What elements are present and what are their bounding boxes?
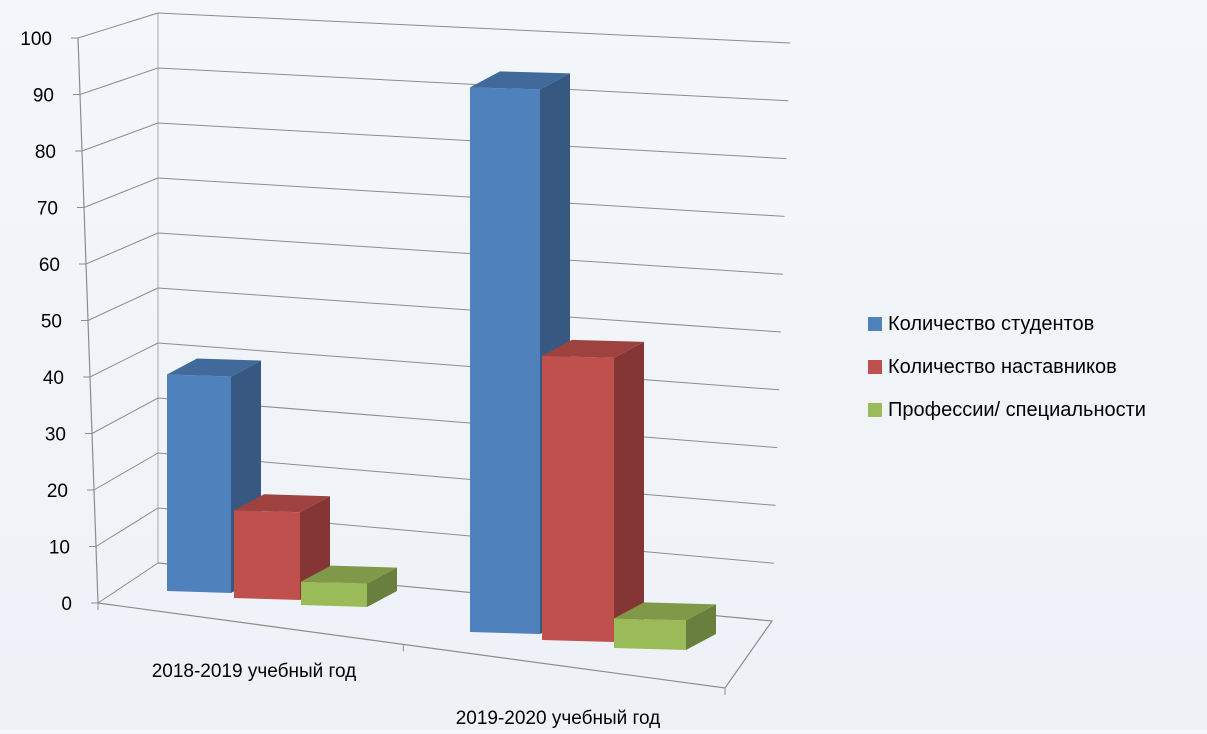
legend-label: Количество наставников — [888, 356, 1117, 378]
side-gridline — [83, 177, 159, 208]
y-tick-label: 80 — [35, 142, 56, 163]
legend-label: Количество студентов — [888, 313, 1094, 335]
gridlines — [71, 12, 791, 695]
back-gridline — [157, 342, 780, 391]
bar — [542, 339, 644, 642]
bars-layer — [167, 71, 716, 650]
bar-front-face — [542, 355, 614, 642]
side-gridline — [89, 342, 159, 378]
floor-outline — [97, 562, 774, 689]
back-gridline — [157, 287, 782, 333]
legend: Количество студентов Количество наставник… — [868, 313, 1146, 421]
bar-top-face — [167, 358, 261, 377]
bar-top-face — [542, 339, 644, 358]
bar-front-face — [470, 87, 540, 635]
y-tick-label: 100 — [20, 29, 52, 50]
side-gridline — [91, 397, 159, 434]
y-tick-label: 30 — [45, 425, 66, 446]
side-gridline — [79, 67, 159, 95]
x-category-label: 2019-2020 учебный год — [456, 708, 661, 729]
bar — [301, 565, 397, 607]
x-category-label: 2018-2019 учебный год — [152, 661, 357, 682]
side-gridline — [95, 507, 159, 547]
y-tick-label: 90 — [33, 86, 54, 107]
bar-side-face — [367, 567, 397, 607]
bar-side-face — [614, 341, 644, 642]
bar-top-face — [614, 602, 716, 621]
bar-front-face — [234, 510, 300, 600]
y-tick-label: 50 — [41, 312, 62, 333]
y-tick-label: 0 — [61, 594, 72, 615]
side-gridline — [93, 452, 159, 491]
y-tick-label: 20 — [47, 481, 68, 502]
side-gridline — [77, 12, 159, 39]
side-gridline — [81, 122, 159, 152]
legend-label: Профессии/ специальности — [888, 399, 1146, 421]
y-axis-ticks: 0 10 20 30 40 50 60 70 80 90 100 — [20, 29, 72, 615]
y-tick-label: 40 — [43, 368, 64, 389]
legend-swatch — [868, 360, 882, 374]
bar-side-face — [686, 604, 716, 650]
side-gridline — [97, 562, 159, 604]
bar-front-face — [301, 581, 367, 607]
back-gridline — [157, 12, 791, 44]
back-gridline — [157, 67, 789, 102]
side-gridline — [85, 232, 159, 265]
side-gridline — [87, 287, 159, 321]
y-tick-label: 60 — [39, 255, 60, 276]
legend-swatch — [868, 317, 882, 331]
bar-front-face — [167, 374, 231, 593]
x-axis-categories: 2018-2019 учебный год 2019-2020 учебный г… — [152, 661, 661, 729]
bar — [614, 602, 716, 650]
back-gridline — [157, 397, 778, 449]
bar-front-face — [614, 618, 686, 650]
bar-top-face — [234, 494, 330, 513]
bar-top-face — [301, 565, 397, 584]
legend-swatch — [868, 403, 882, 417]
y-tick-label: 10 — [49, 538, 70, 559]
y-tick-label: 70 — [37, 199, 58, 220]
bar-top-face — [470, 71, 570, 90]
